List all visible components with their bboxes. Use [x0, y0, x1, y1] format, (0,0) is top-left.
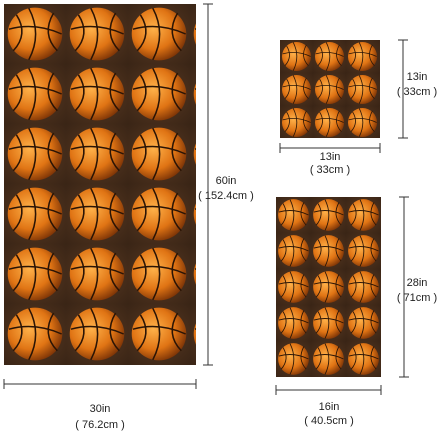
dimension-label: ( 33cm ): [397, 86, 437, 98]
dimension-label: 30in: [90, 403, 111, 415]
dimension-label: ( 33cm ): [310, 164, 350, 176]
dimension-lines: [3, 3, 409, 395]
dimension-label: ( 76.2cm ): [75, 419, 125, 431]
dimension-label: ( 71cm ): [397, 292, 437, 304]
dimension-label: 13in: [320, 151, 341, 163]
washcloth: [280, 40, 380, 138]
dimension-label: 13in: [407, 71, 428, 83]
dimension-label: ( 40.5cm ): [304, 415, 354, 427]
bath-towel: [4, 4, 196, 365]
dimension-label: 28in: [407, 277, 428, 289]
dimension-label: ( 152.4cm ): [198, 190, 254, 202]
dimension-label: 60in: [216, 175, 237, 187]
hand-towel: [276, 197, 381, 377]
dimension-label: 16in: [319, 401, 340, 413]
